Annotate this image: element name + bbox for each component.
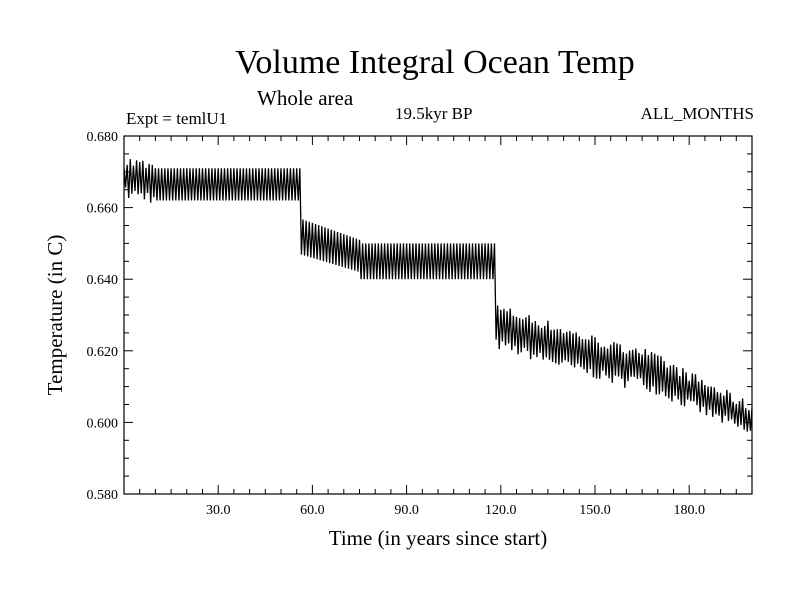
- x-tick-label: 150.0: [579, 503, 611, 518]
- y-tick-label: 0.580: [87, 488, 119, 503]
- chart-title: Volume Integral Ocean Temp: [235, 44, 635, 81]
- x-tick-label: 120.0: [485, 503, 517, 518]
- x-tick-label: 90.0: [394, 503, 419, 518]
- y-axis-label: Temperature (in C): [43, 235, 67, 396]
- experiment-label: Expt = temlU1: [126, 109, 228, 128]
- months-label: ALL_MONTHS: [640, 104, 754, 123]
- chart-subtitle: Whole area: [257, 86, 354, 110]
- y-tick-label: 0.660: [87, 202, 119, 217]
- x-axis-label: Time (in years since start): [329, 526, 548, 550]
- y-tick-label: 0.600: [87, 416, 119, 431]
- x-tick-label: 30.0: [206, 503, 231, 518]
- axis-ticks: [124, 136, 752, 494]
- axis-labels: 30.0 60.0 90.0 120.0 150.0 180.0 0.580 0.600 0.6…: [87, 130, 705, 518]
- y-tick-label: 0.620: [87, 345, 119, 360]
- series-layer: [123, 159, 753, 432]
- y-tick-label: 0.680: [87, 130, 119, 145]
- x-tick-label: 60.0: [300, 503, 325, 518]
- x-tick-label: 180.0: [673, 503, 705, 518]
- epoch-label: 19.5kyr BP: [395, 104, 473, 123]
- temperature-series-line: [123, 159, 753, 432]
- plot-frame: [123, 135, 753, 495]
- y-tick-label: 0.640: [87, 273, 119, 288]
